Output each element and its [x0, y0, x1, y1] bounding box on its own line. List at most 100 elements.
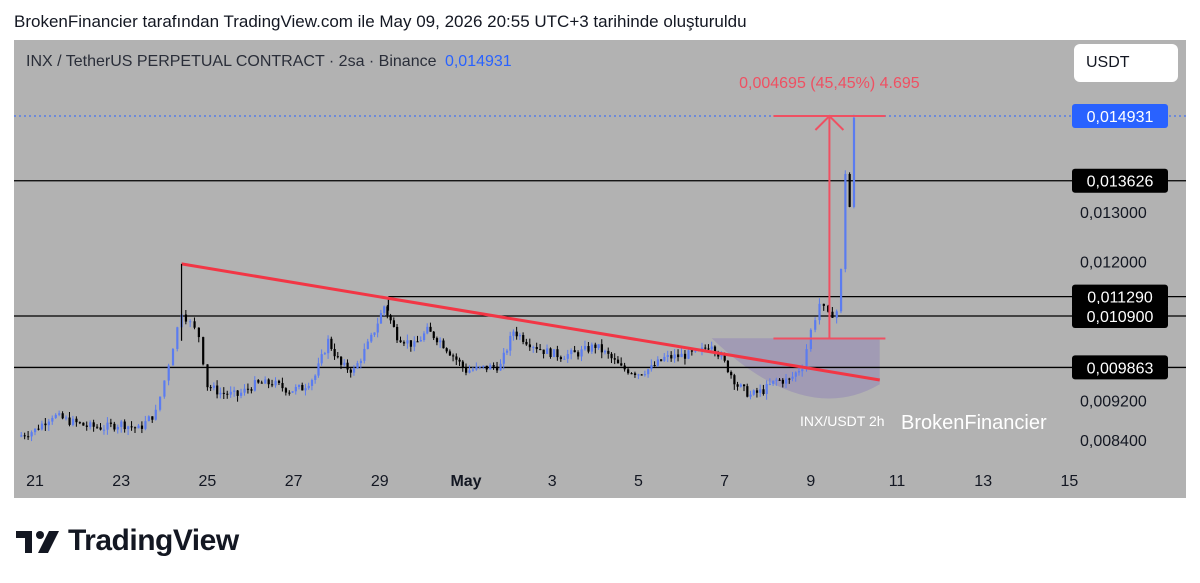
candle-body — [489, 365, 492, 370]
candle-body — [848, 173, 851, 207]
candle-body — [71, 418, 75, 425]
candle-body — [163, 380, 166, 397]
candle-body — [379, 313, 383, 324]
candle-body — [640, 374, 643, 376]
candle-body — [539, 349, 542, 351]
candle-body — [399, 340, 402, 343]
candle-body — [687, 350, 690, 359]
candle-body — [475, 366, 478, 370]
candle-body — [627, 369, 630, 374]
candle-body — [222, 392, 225, 394]
trendline-layer — [180, 262, 881, 382]
candle-body — [690, 350, 694, 352]
x-tick-label: 9 — [806, 473, 815, 490]
candle-body — [518, 335, 522, 337]
x-tick-label: 15 — [1061, 473, 1079, 490]
candle-body — [137, 425, 140, 429]
candle-body — [781, 379, 784, 384]
candle-body — [402, 342, 406, 344]
candle-body — [549, 348, 552, 357]
candle-body — [435, 338, 439, 343]
candle-body — [102, 429, 106, 431]
candle-body — [680, 353, 683, 358]
candle-body — [801, 369, 804, 372]
candle-body — [406, 340, 409, 344]
chart-canvas[interactable]: 0,004695 (45,45%) 4.695 21 23 25 27 29 May 3 5 7… — [14, 40, 1186, 498]
candle-body — [736, 384, 739, 387]
candle-body — [89, 422, 92, 427]
candle-body — [630, 373, 633, 375]
chart-panel[interactable]: 0,004695 (45,45%) 4.695 21 23 25 27 29 May 3 5 7… — [14, 40, 1186, 498]
candle-body — [176, 327, 179, 349]
measure-arrow-icon — [814, 114, 845, 131]
candle-body — [775, 379, 778, 381]
price-tag-label: 0,010900 — [1087, 309, 1154, 326]
candle-body — [184, 314, 188, 322]
candle-body — [670, 355, 673, 359]
pattern-zone — [711, 338, 880, 399]
candle-body — [587, 346, 590, 352]
candle-body — [253, 380, 257, 391]
candle-body — [765, 384, 768, 394]
candle-body — [310, 379, 314, 386]
candle-body — [366, 341, 369, 349]
candle-body — [349, 369, 352, 373]
candle-body — [512, 331, 515, 336]
candle-body — [723, 354, 726, 361]
y-tick-label: 0,013000 — [1080, 205, 1147, 222]
candle-body — [458, 359, 461, 362]
candle-body — [577, 352, 580, 357]
candle-body — [563, 358, 566, 360]
chart-caption: BrokenFinancier tarafından TradingView.c… — [14, 12, 747, 31]
candle-body — [566, 354, 569, 359]
candle-body — [65, 417, 68, 419]
candle-body — [713, 346, 717, 353]
candle-body — [389, 315, 392, 321]
candle-body — [96, 426, 99, 428]
candle-body — [613, 358, 616, 360]
candle-body — [34, 428, 37, 433]
candle-body — [127, 426, 130, 430]
y-tick-label: 0,012000 — [1080, 254, 1147, 271]
candle-body — [814, 320, 817, 330]
candle-body — [116, 426, 119, 430]
candle-body — [226, 393, 229, 395]
candle-body — [522, 335, 525, 342]
candle-body — [597, 344, 600, 348]
x-tick-label: 23 — [112, 473, 130, 490]
currency-button[interactable]: USDT — [1074, 44, 1178, 82]
candle-body — [485, 365, 488, 370]
tradingview-logo-text: TradingView — [68, 524, 239, 557]
candle-body — [209, 387, 212, 389]
candle-body — [47, 421, 50, 426]
candle-body — [835, 311, 838, 318]
descending-trendline[interactable] — [181, 262, 881, 382]
candle-body — [818, 303, 821, 321]
candle-body — [559, 357, 563, 360]
candle-body — [426, 326, 429, 334]
candle-body — [759, 389, 762, 393]
candle-body — [831, 311, 834, 318]
candle-body — [154, 409, 157, 420]
x-axis: 21 23 25 27 29 May 3 5 7 9 11 13 15 — [26, 473, 1078, 490]
candle-body — [27, 436, 30, 438]
candle-body — [167, 365, 170, 381]
candle-body — [386, 306, 389, 316]
candle-body — [752, 390, 755, 395]
candle-body — [580, 349, 583, 357]
candle-body — [352, 368, 356, 373]
candle-body — [37, 428, 40, 430]
candle-body — [827, 305, 830, 312]
candle-body — [552, 349, 556, 357]
tradingview-logo-icon — [16, 531, 59, 553]
candle-body — [791, 376, 794, 379]
candle-body — [281, 382, 284, 389]
candle-body — [788, 378, 791, 380]
candle-body — [246, 388, 250, 390]
candle-body — [465, 367, 468, 373]
candle-body — [822, 303, 825, 306]
candle-body — [499, 363, 502, 371]
candle-body — [710, 346, 713, 350]
candle-body — [23, 435, 26, 437]
candles-layer — [20, 114, 856, 442]
